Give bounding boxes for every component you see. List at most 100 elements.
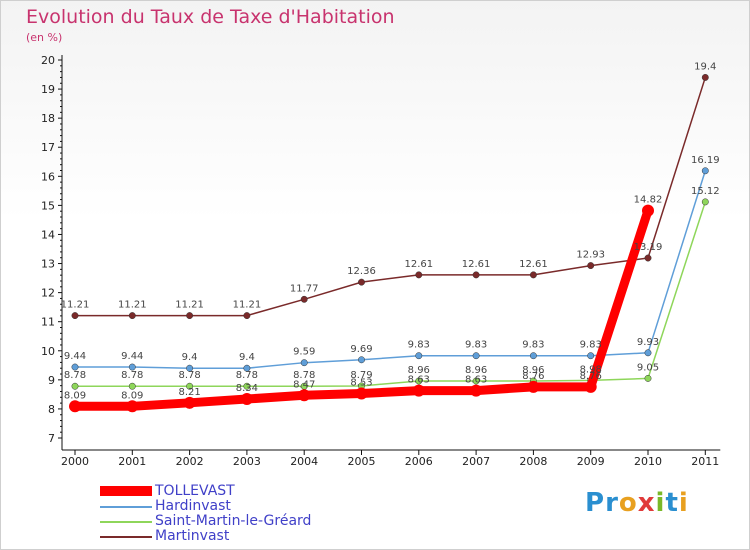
data-label: 8.78 <box>64 370 86 381</box>
data-label: 8.53 <box>350 378 372 389</box>
data-point <box>243 364 251 372</box>
data-label: 9.93 <box>637 337 659 348</box>
data-point <box>126 400 139 413</box>
data-point <box>71 363 79 371</box>
data-label: 9.83 <box>522 340 544 351</box>
data-point <box>701 167 709 175</box>
data-label: 8.79 <box>350 370 372 381</box>
chart-title: Evolution du Taux de Taxe d'Habitation <box>26 6 395 28</box>
data-label: 11.21 <box>61 300 90 311</box>
legend-swatch-tollevast <box>100 486 152 496</box>
logo-letter: t <box>665 488 679 518</box>
data-label: 8.47 <box>293 379 315 390</box>
data-point <box>644 254 652 262</box>
data-label: 19.4 <box>694 61 716 72</box>
legend-swatch-martinvast <box>100 536 152 538</box>
data-label: 16.19 <box>691 155 720 166</box>
x-tick-label: 2006 <box>405 455 433 468</box>
data-point <box>243 382 251 390</box>
y-tick-label: 15 <box>41 199 55 212</box>
data-label: 9.44 <box>121 351 143 362</box>
data-point <box>69 400 81 413</box>
data-label: 8.96 <box>522 365 544 376</box>
data-label: 15.12 <box>691 186 720 197</box>
proxiti-logo: Proxiti <box>585 488 689 518</box>
data-point <box>472 271 480 279</box>
data-point <box>415 271 423 279</box>
data-point <box>358 356 365 364</box>
legend-label-saint-martin: Saint-Martin-le-Gréard <box>155 513 312 529</box>
data-point <box>298 389 311 402</box>
data-point <box>71 382 79 390</box>
y-tick-label: 12 <box>41 287 55 300</box>
data-label: 9.83 <box>465 340 487 351</box>
data-point <box>587 352 595 360</box>
data-point <box>412 384 425 397</box>
data-label: 11.77 <box>290 283 319 294</box>
data-point <box>527 380 540 393</box>
data-label: 11.21 <box>175 300 204 311</box>
data-label: 8.78 <box>178 370 200 381</box>
data-point <box>240 393 253 406</box>
legend-swatch-saint-martin <box>100 521 152 523</box>
data-point <box>128 382 136 390</box>
data-label: 14.82 <box>634 195 663 206</box>
x-tick-label: 2008 <box>519 455 547 468</box>
data-point <box>529 271 537 279</box>
data-label: 11.21 <box>233 300 262 311</box>
data-point <box>472 377 480 385</box>
data-label: 12.61 <box>404 259 433 270</box>
data-point <box>300 295 308 303</box>
logo-letter: i <box>678 488 689 518</box>
data-point <box>470 384 483 397</box>
data-label: 9.83 <box>408 340 430 351</box>
data-label: 9.05 <box>637 362 659 373</box>
y-tick-label: 11 <box>41 316 55 329</box>
data-point <box>300 359 308 367</box>
data-label: 8.98 <box>580 364 602 375</box>
data-point <box>71 312 79 320</box>
data-point <box>644 349 652 357</box>
legend-label-tollevast: TOLLEVAST <box>155 483 235 499</box>
data-label: 12.36 <box>347 266 376 277</box>
data-point <box>415 352 423 360</box>
data-label: 8.21 <box>178 387 200 398</box>
y-tick-label: 18 <box>41 112 55 125</box>
y-tick-label: 13 <box>41 258 55 271</box>
data-label: 8.09 <box>64 390 86 401</box>
series-line-martinvast <box>74 76 707 317</box>
data-point <box>186 382 194 390</box>
data-label: 8.34 <box>236 383 258 394</box>
x-tick-label: 2004 <box>290 455 318 468</box>
x-tick-label: 2007 <box>462 455 490 468</box>
data-label: 9.59 <box>293 347 315 358</box>
data-label: 8.63 <box>465 375 487 386</box>
data-point <box>642 204 654 217</box>
y-tick-label: 10 <box>41 345 55 358</box>
y-tick-label: 14 <box>41 228 55 241</box>
y-tick-label: 7 <box>48 432 55 445</box>
logo-letter: P <box>585 488 606 518</box>
logo-letter: r <box>605 488 619 518</box>
chart-unit-label: (en %) <box>26 31 63 44</box>
y-tick-label: 16 <box>41 170 55 183</box>
x-tick-label: 2010 <box>634 455 662 468</box>
y-tick-label: 20 <box>41 54 55 67</box>
x-tick-label: 2009 <box>577 455 605 468</box>
x-tick-label: 2000 <box>61 455 89 468</box>
data-label: 8.63 <box>408 375 430 386</box>
legend-label-hardinvast: Hardinvast <box>155 498 231 514</box>
data-point <box>183 396 196 409</box>
series-line-saint-martin-le-gr-ard <box>74 201 707 387</box>
data-point <box>186 364 194 372</box>
data-point <box>529 352 537 360</box>
data-point <box>472 352 480 360</box>
x-tick-label: 2001 <box>118 455 146 468</box>
data-point <box>355 387 368 400</box>
data-point <box>186 312 194 320</box>
legend-label-martinvast: Martinvast <box>155 528 230 544</box>
data-point <box>128 312 136 320</box>
data-point <box>644 374 652 382</box>
data-point <box>358 278 365 286</box>
